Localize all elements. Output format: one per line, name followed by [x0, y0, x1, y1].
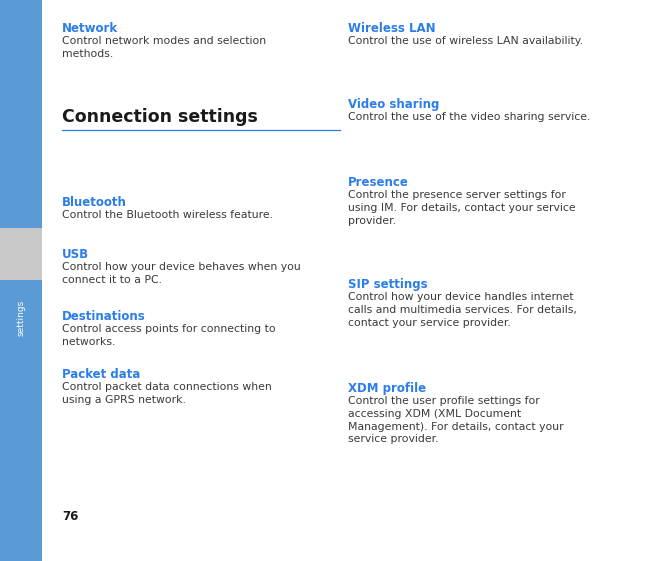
- Text: Control how your device handles internet
calls and multimedia services. For deta: Control how your device handles internet…: [348, 292, 577, 328]
- Text: Destinations: Destinations: [62, 310, 146, 323]
- Text: USB: USB: [62, 248, 89, 261]
- Text: Control the user profile settings for
accessing XDM (XML Document
Management). F: Control the user profile settings for ac…: [348, 396, 564, 444]
- Text: Control access points for connecting to
networks.: Control access points for connecting to …: [62, 324, 276, 347]
- Text: Control how your device behaves when you
connect it to a PC.: Control how your device behaves when you…: [62, 262, 301, 285]
- Text: XDM profile: XDM profile: [348, 382, 426, 395]
- Text: Bluetooth: Bluetooth: [62, 196, 127, 209]
- Text: settings: settings: [17, 300, 25, 336]
- Text: Control the use of the video sharing service.: Control the use of the video sharing ser…: [348, 112, 590, 122]
- Text: Control network modes and selection
methods.: Control network modes and selection meth…: [62, 36, 266, 59]
- Text: Connection settings: Connection settings: [62, 108, 258, 126]
- Text: Network: Network: [62, 22, 118, 35]
- Text: SIP settings: SIP settings: [348, 278, 427, 291]
- Text: Presence: Presence: [348, 176, 409, 189]
- Text: Packet data: Packet data: [62, 368, 140, 381]
- Text: Control the Bluetooth wireless feature.: Control the Bluetooth wireless feature.: [62, 210, 273, 220]
- Bar: [0, 228, 42, 280]
- Text: Wireless LAN: Wireless LAN: [348, 22, 435, 35]
- Bar: [0, 0, 42, 561]
- Text: 76: 76: [62, 510, 79, 523]
- Text: Control packet data connections when
using a GPRS network.: Control packet data connections when usi…: [62, 382, 272, 405]
- Text: Control the presence server settings for
using IM. For details, contact your ser: Control the presence server settings for…: [348, 190, 576, 226]
- Text: Video sharing: Video sharing: [348, 98, 440, 111]
- Text: Control the use of wireless LAN availability.: Control the use of wireless LAN availabi…: [348, 36, 583, 46]
